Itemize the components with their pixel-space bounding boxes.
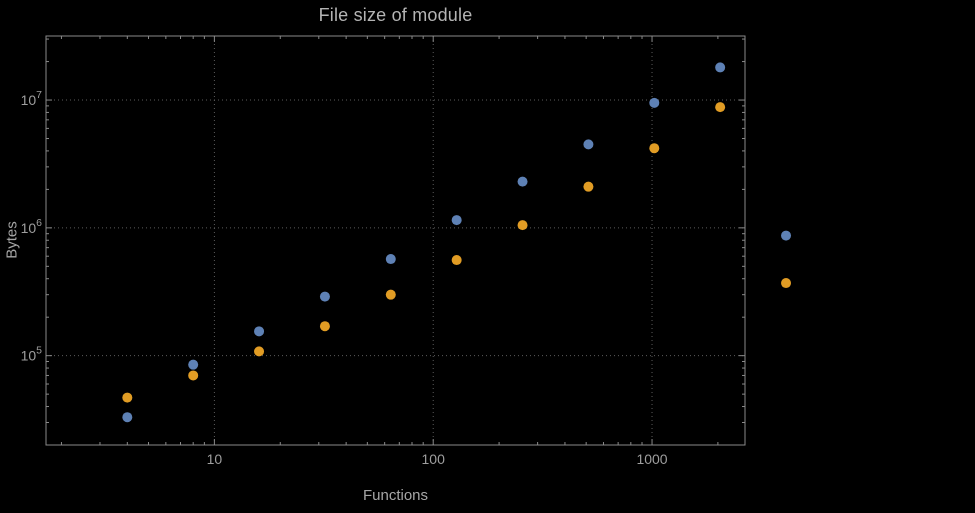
data-point-orange — [254, 346, 265, 357]
data-point-blue — [122, 412, 133, 423]
data-point-blue — [781, 230, 792, 241]
data-point-blue — [583, 139, 594, 150]
data-point-blue — [254, 326, 265, 337]
x-tick-label: 1000 — [636, 451, 667, 467]
y-tick-label: 107 — [21, 89, 43, 108]
data-point-orange — [781, 278, 792, 289]
data-point-orange — [715, 102, 726, 113]
data-point-blue — [649, 97, 660, 108]
data-point-blue — [715, 62, 726, 73]
x-tick-label: 10 — [207, 451, 223, 467]
data-point-orange — [649, 143, 660, 154]
data-point-orange — [517, 220, 528, 231]
data-point-blue — [451, 215, 462, 226]
data-point-orange — [583, 181, 594, 192]
data-point-orange — [385, 289, 396, 300]
data-point-blue — [517, 176, 528, 187]
plot-frame — [45, 35, 746, 446]
data-point-blue — [385, 254, 396, 265]
data-point-orange — [122, 392, 133, 403]
x-tick-label: 100 — [422, 451, 446, 467]
x-axis-label: Functions — [362, 487, 429, 504]
chart-title: File size of module — [318, 5, 473, 25]
y-tick-label: 105 — [21, 345, 43, 364]
data-point-orange — [451, 255, 462, 266]
data-point-blue — [188, 359, 199, 370]
y-axis-label: Bytes — [3, 221, 21, 259]
data-point-orange — [319, 321, 330, 332]
y-tick-label: 106 — [21, 217, 43, 236]
data-point-blue — [319, 291, 330, 302]
data-point-orange — [188, 370, 199, 381]
